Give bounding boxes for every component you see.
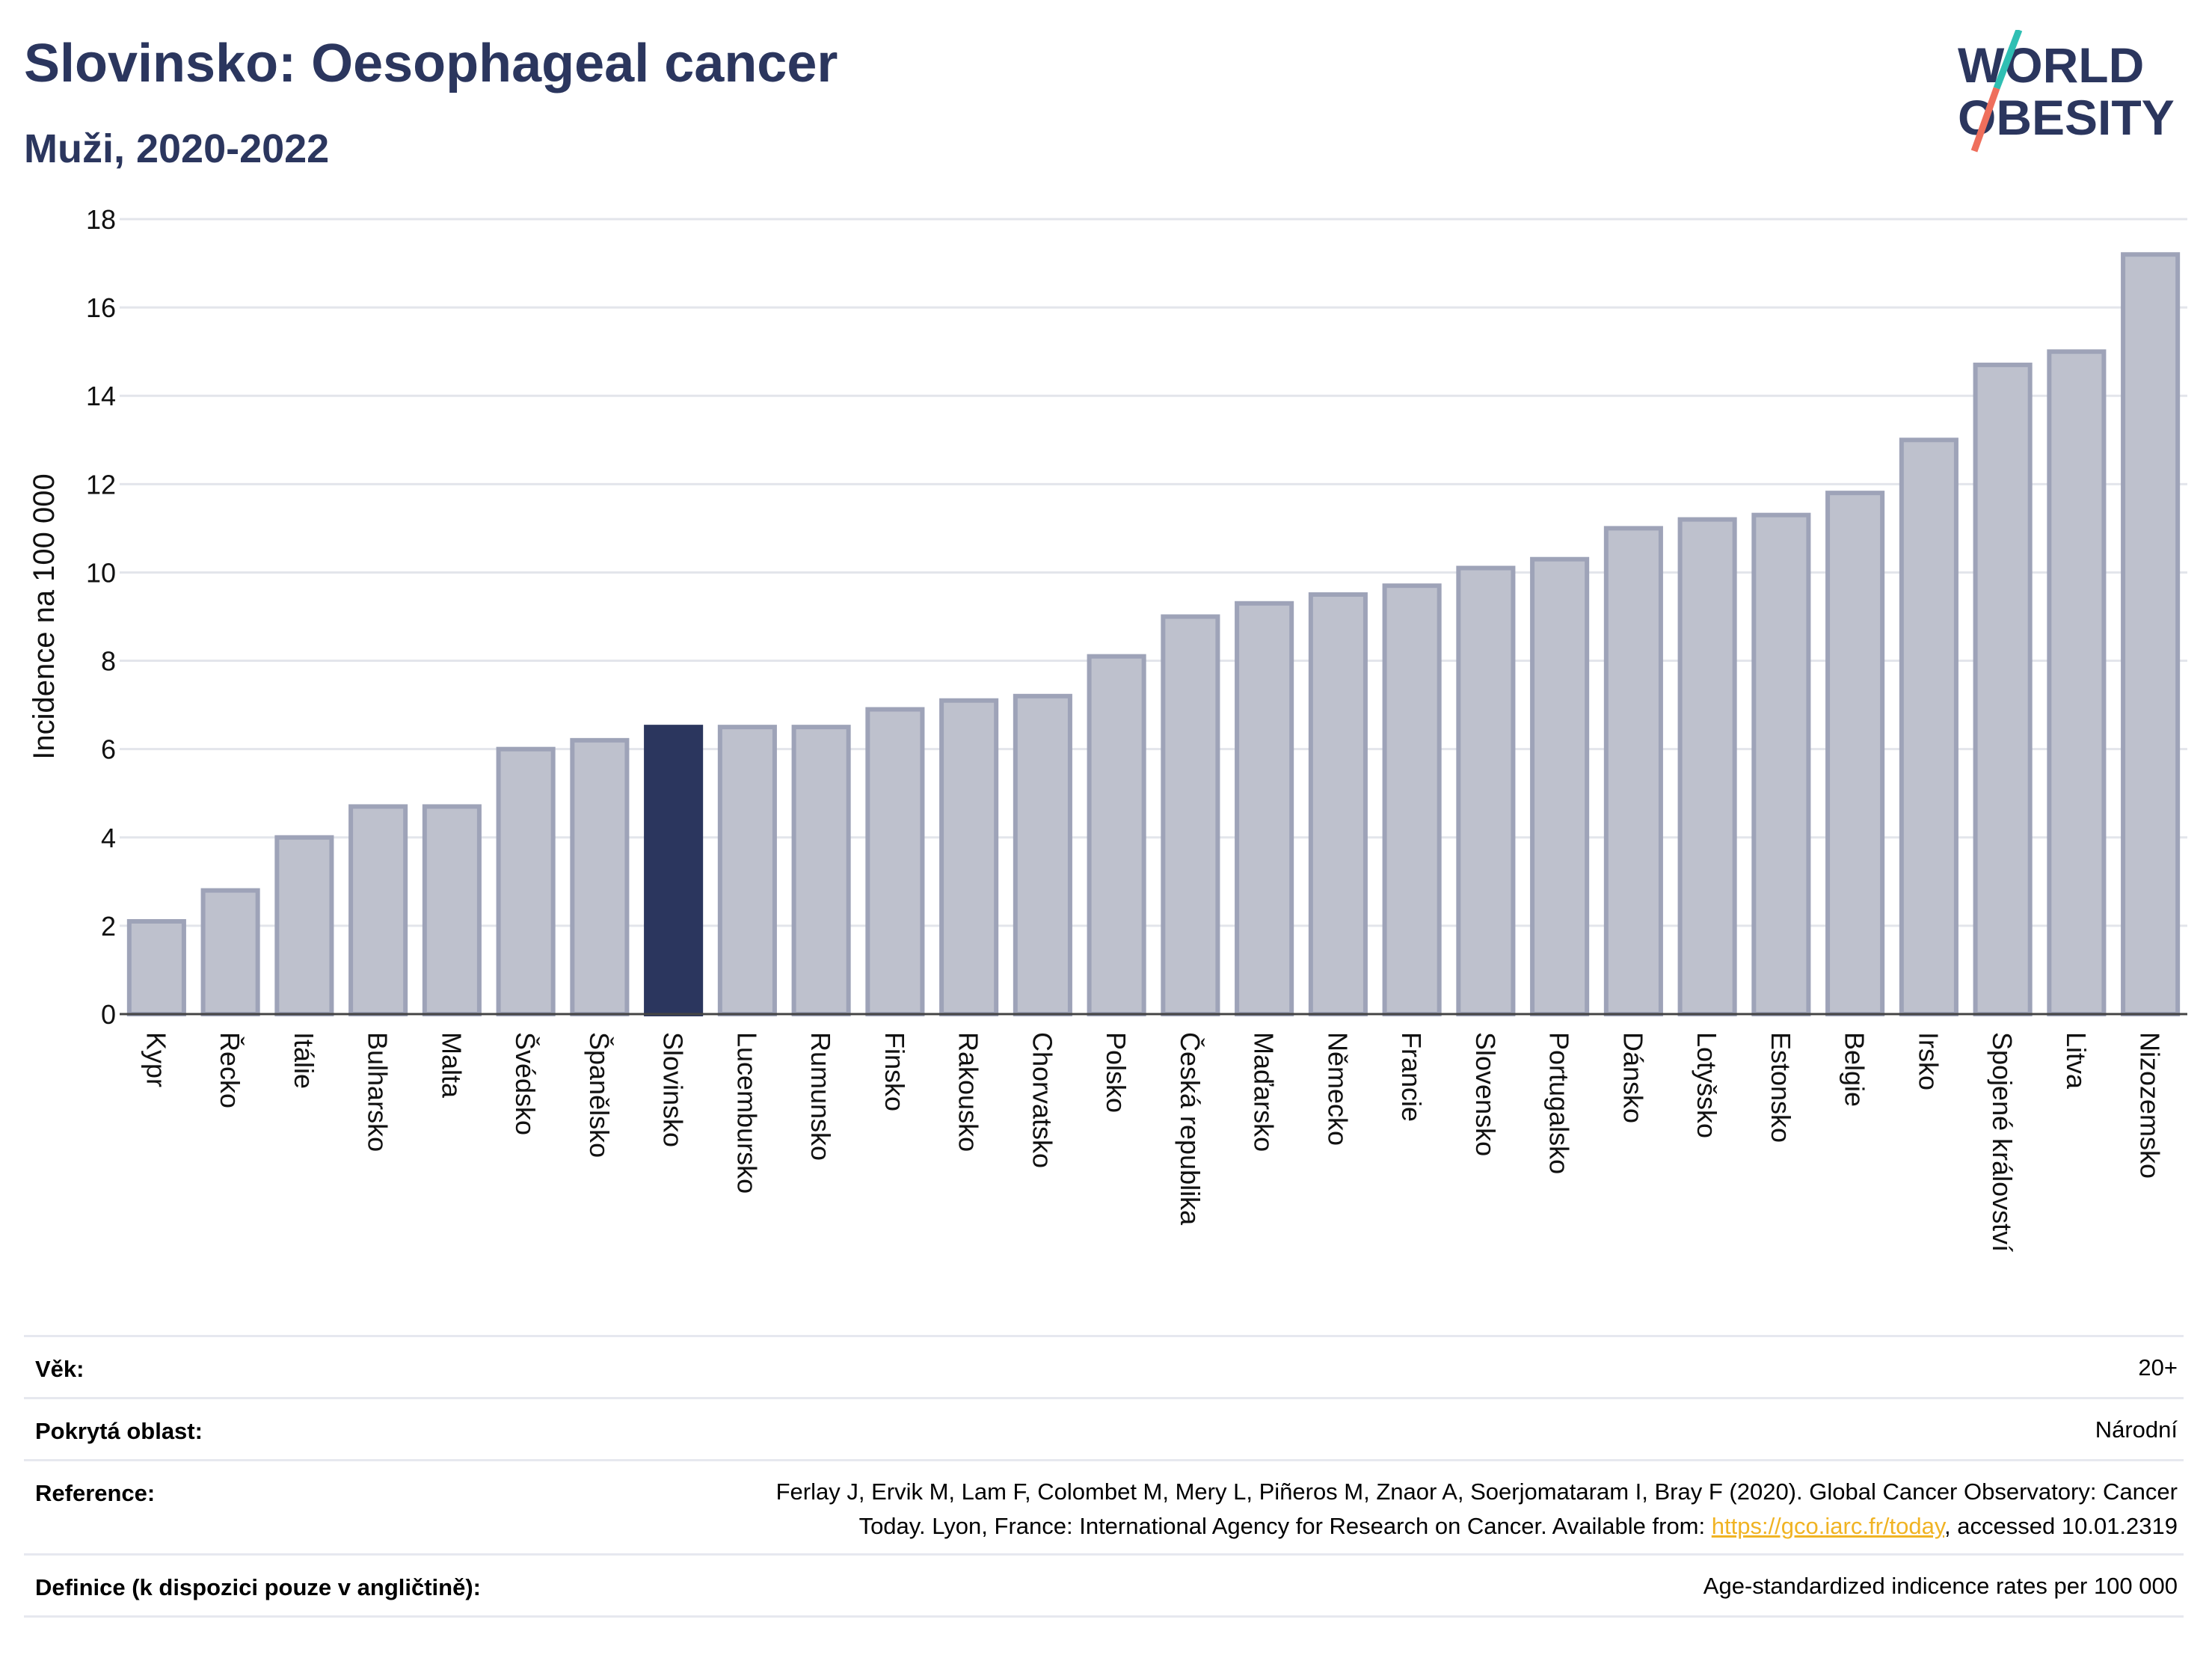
logo-line1: WORLD [1958, 37, 2144, 93]
bar [2047, 349, 2107, 1016]
x-tick-label: Irsko [1913, 1032, 1944, 1090]
bar [1825, 491, 1885, 1016]
y-tick-label: 14 [86, 381, 116, 411]
y-tick-label: 10 [86, 557, 116, 588]
definition-label: Definice (k dispozici pouze v angličtině… [35, 1574, 481, 1600]
info-row-area: Pokrytá oblast: Národní [24, 1397, 2184, 1444]
x-tick-label: Estonsko [1766, 1032, 1796, 1143]
x-tick-label: Německo [1322, 1032, 1353, 1146]
bars [126, 252, 2181, 1017]
bar [348, 804, 408, 1016]
x-tick-label: Belgie [1840, 1032, 1870, 1107]
y-tick-label: 18 [86, 204, 116, 235]
x-tick-label: Francie [1396, 1032, 1427, 1122]
y-axis-ticks: 0 2 4 6 8 10 12 14 16 18 [86, 204, 116, 1030]
bar [2121, 252, 2181, 1016]
x-tick-label: Španělsko [584, 1032, 615, 1158]
y-tick-label: 16 [86, 292, 116, 323]
reference-line2: Today. Lyon, France: International Agenc… [776, 1509, 2178, 1544]
x-tick-label: Itálie [289, 1032, 319, 1089]
logo-stroke-coral [1970, 87, 2000, 153]
bar [1899, 437, 1958, 1016]
y-tick-label: 8 [101, 646, 116, 677]
reference-line2-pre: Today. Lyon, France: International Agenc… [858, 1513, 1712, 1539]
age-label: Věk: [35, 1356, 85, 1382]
y-axis-label: Incidence na 100 000 [28, 473, 61, 760]
bar [1382, 583, 1442, 1016]
bar [1013, 693, 1072, 1016]
x-tick-label: Polsko [1101, 1032, 1131, 1113]
bar [1603, 526, 1663, 1016]
bar [1973, 362, 2033, 1016]
bar [791, 725, 851, 1017]
y-tick-label: 6 [101, 734, 116, 765]
x-tick-label: Slovensko [1470, 1032, 1501, 1156]
y-tick-label: 0 [101, 999, 116, 1030]
y-tick-label: 12 [86, 469, 116, 500]
world-obesity-logo: WORLD OBESITY [1958, 30, 2175, 153]
x-tick-label: Lucembursko [731, 1032, 762, 1194]
x-tick-label: Litva [2061, 1032, 2092, 1090]
area-label: Pokrytá oblast: [35, 1418, 203, 1444]
bar-highlight [644, 725, 704, 1017]
x-tick-label: Bulharsko [363, 1032, 393, 1152]
bar [717, 725, 777, 1017]
x-axis-labels: Kypr Řecko Itálie Bulharsko Malta Švédsko Špan… [141, 1032, 2165, 1252]
info-row-reference: Reference: Ferlay J, Ervik M, Lam F, Col… [24, 1459, 2184, 1539]
x-tick-label: Malta [436, 1032, 467, 1099]
bar [570, 737, 630, 1016]
bar [1677, 517, 1737, 1016]
x-tick-label: Česká republika [1175, 1032, 1205, 1226]
reference-label: Reference: [35, 1480, 156, 1506]
logo-stroke-teal [1993, 30, 2023, 90]
reference-link[interactable]: https://gco.iarc.fr/today [1711, 1513, 1945, 1539]
x-tick-label: Finsko [879, 1032, 910, 1111]
bar [1308, 592, 1368, 1016]
chart-subtitle: Muži, 2020-2022 [24, 126, 330, 171]
area-value: Národní [2095, 1416, 2178, 1443]
definition-value: Age-standardized indicence rates per 100… [1703, 1573, 2178, 1599]
x-tick-label: Slovinsko [658, 1032, 689, 1147]
info-row-age: Věk: 20+ [24, 1335, 2184, 1382]
x-tick-label: Řecko [215, 1032, 245, 1108]
chart-title: Slovinsko: Oesophageal cancer [24, 34, 838, 93]
bar [422, 804, 482, 1016]
bar [126, 918, 186, 1016]
bar [1530, 556, 1590, 1016]
x-tick-label: Kypr [141, 1032, 171, 1087]
bar-chart: 0 2 4 6 8 10 12 14 16 18 Kypr Řecko Itálie Bulharsko… [28, 204, 2187, 1252]
bar [496, 746, 556, 1017]
bar [1161, 614, 1220, 1016]
x-tick-label: Spojené království [1987, 1032, 2018, 1252]
reference-line2-post: , accessed 10.01.2319 [1944, 1513, 2178, 1539]
bar [865, 707, 925, 1016]
age-value: 20+ [2138, 1354, 2178, 1381]
bar [1456, 565, 1516, 1016]
x-tick-label: Rakousko [953, 1032, 984, 1152]
y-tick-label: 2 [101, 911, 116, 942]
info-row-definition: Definice (k dispozici pouze v angličtině… [24, 1553, 2184, 1618]
bar [1751, 512, 1811, 1016]
x-tick-label: Dánsko [1617, 1032, 1648, 1123]
x-tick-label: Rumunsko [805, 1032, 836, 1161]
x-tick-label: Švédsko [510, 1032, 541, 1135]
x-tick-label: Chorvatsko [1027, 1032, 1057, 1168]
bar [274, 835, 334, 1017]
bar [1087, 654, 1146, 1017]
bar [200, 888, 260, 1016]
bar [939, 698, 999, 1016]
bar [1235, 601, 1294, 1016]
x-tick-label: Maďarsko [1249, 1032, 1279, 1152]
x-tick-label: Nizozemsko [2135, 1032, 2166, 1179]
y-tick-label: 4 [101, 823, 116, 853]
reference-value: Ferlay J, Ervik M, Lam F, Colombet M, Me… [776, 1475, 2178, 1544]
x-tick-label: Portugalsko [1544, 1032, 1575, 1174]
reference-line1: Ferlay J, Ervik M, Lam F, Colombet M, Me… [775, 1479, 2178, 1505]
x-tick-label: Lotyšsko [1692, 1032, 1722, 1138]
